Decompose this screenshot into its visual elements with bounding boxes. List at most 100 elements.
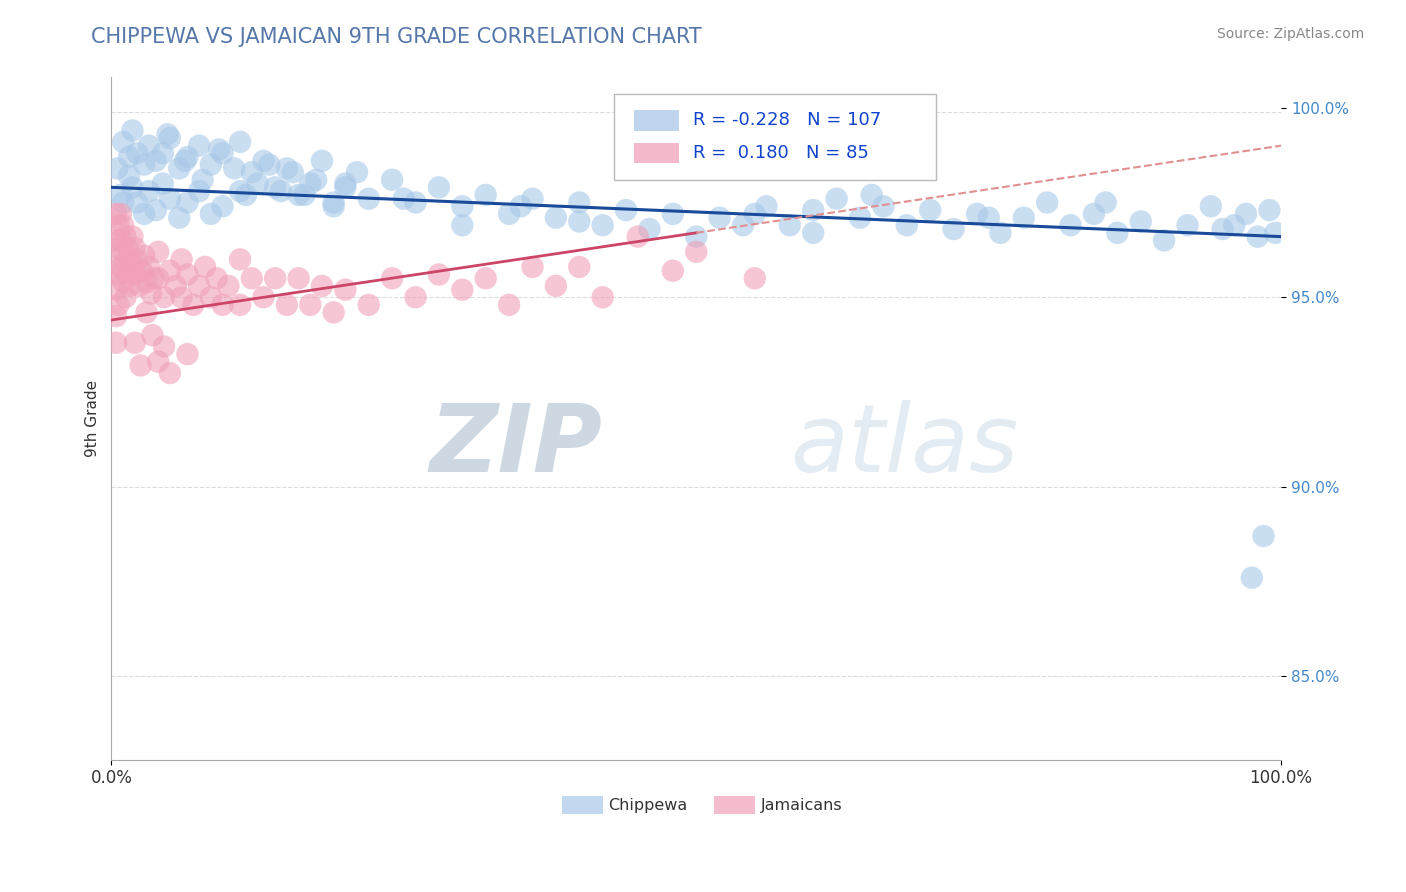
Point (381, 271, 404, 285)
Point (181, 298, 204, 312)
Point (322, 305, 344, 319)
Point (114, 290, 136, 304)
Point (112, 244, 135, 259)
Point (335, 283, 357, 297)
Point (709, 211, 731, 225)
Point (120, 252, 142, 267)
Point (276, 161, 298, 176)
Point (112, 195, 135, 210)
Point (294, 188, 316, 202)
Point (134, 207, 156, 221)
Point (544, 278, 567, 293)
Point (107, 241, 129, 255)
Point (110, 207, 132, 221)
Point (138, 138, 160, 153)
Point (801, 203, 824, 218)
Point (165, 278, 187, 293)
Point (153, 290, 176, 304)
Point (191, 173, 214, 187)
Point (252, 290, 274, 304)
Point (105, 234, 128, 248)
Point (966, 207, 988, 221)
Point (322, 195, 344, 210)
Point (264, 180, 287, 194)
Point (167, 161, 190, 176)
Point (474, 188, 496, 202)
Point (281, 165, 304, 179)
Point (509, 199, 531, 213)
FancyBboxPatch shape (714, 797, 755, 814)
Point (200, 290, 222, 304)
Point (801, 226, 824, 240)
Point (159, 264, 181, 278)
Text: R = -0.228   N = 107: R = -0.228 N = 107 (693, 112, 882, 129)
Point (200, 207, 222, 221)
Point (872, 199, 894, 213)
Point (311, 153, 333, 168)
Point (305, 173, 328, 187)
Point (335, 177, 357, 191)
Point (568, 214, 591, 228)
Text: ZIP: ZIP (430, 400, 603, 491)
Point (112, 219, 135, 233)
Point (121, 260, 143, 274)
Point (105, 260, 128, 274)
Point (825, 192, 848, 206)
Point (346, 165, 368, 179)
Point (240, 271, 263, 285)
Point (217, 278, 239, 293)
Point (1059, 219, 1081, 233)
Point (627, 229, 650, 244)
Point (194, 260, 217, 274)
Point (114, 229, 136, 244)
Point (860, 188, 883, 202)
Point (211, 146, 233, 161)
Point (105, 309, 128, 323)
Point (156, 128, 179, 142)
Point (662, 264, 685, 278)
Point (544, 211, 567, 225)
Point (357, 192, 380, 206)
Point (105, 161, 128, 176)
Point (392, 192, 415, 206)
Point (141, 328, 163, 343)
Point (176, 347, 198, 361)
Point (105, 283, 128, 297)
Point (614, 203, 637, 218)
Point (134, 158, 156, 172)
Point (1223, 219, 1246, 233)
Point (474, 271, 496, 285)
Text: Source: ZipAtlas.com: Source: ZipAtlas.com (1216, 27, 1364, 41)
Point (107, 268, 129, 282)
Point (134, 249, 156, 263)
Point (118, 169, 141, 183)
Point (107, 298, 129, 312)
Point (124, 335, 146, 350)
Point (135, 305, 157, 319)
Point (638, 222, 661, 236)
Point (662, 207, 685, 221)
Point (1107, 226, 1129, 240)
Point (592, 219, 614, 233)
Point (141, 286, 163, 301)
Point (167, 211, 190, 225)
Point (170, 252, 193, 267)
Point (148, 244, 170, 259)
Point (1153, 234, 1175, 248)
Point (451, 283, 474, 297)
Text: atlas: atlas (790, 401, 1018, 491)
Point (322, 199, 344, 213)
Point (148, 354, 170, 368)
Point (942, 222, 965, 236)
Point (240, 165, 263, 179)
Point (174, 153, 197, 168)
Point (114, 256, 136, 270)
Point (117, 241, 139, 255)
Point (299, 177, 322, 191)
Point (211, 199, 233, 213)
Point (1253, 529, 1275, 543)
Point (427, 180, 450, 194)
Point (176, 268, 198, 282)
Point (264, 271, 287, 285)
Point (405, 290, 427, 304)
